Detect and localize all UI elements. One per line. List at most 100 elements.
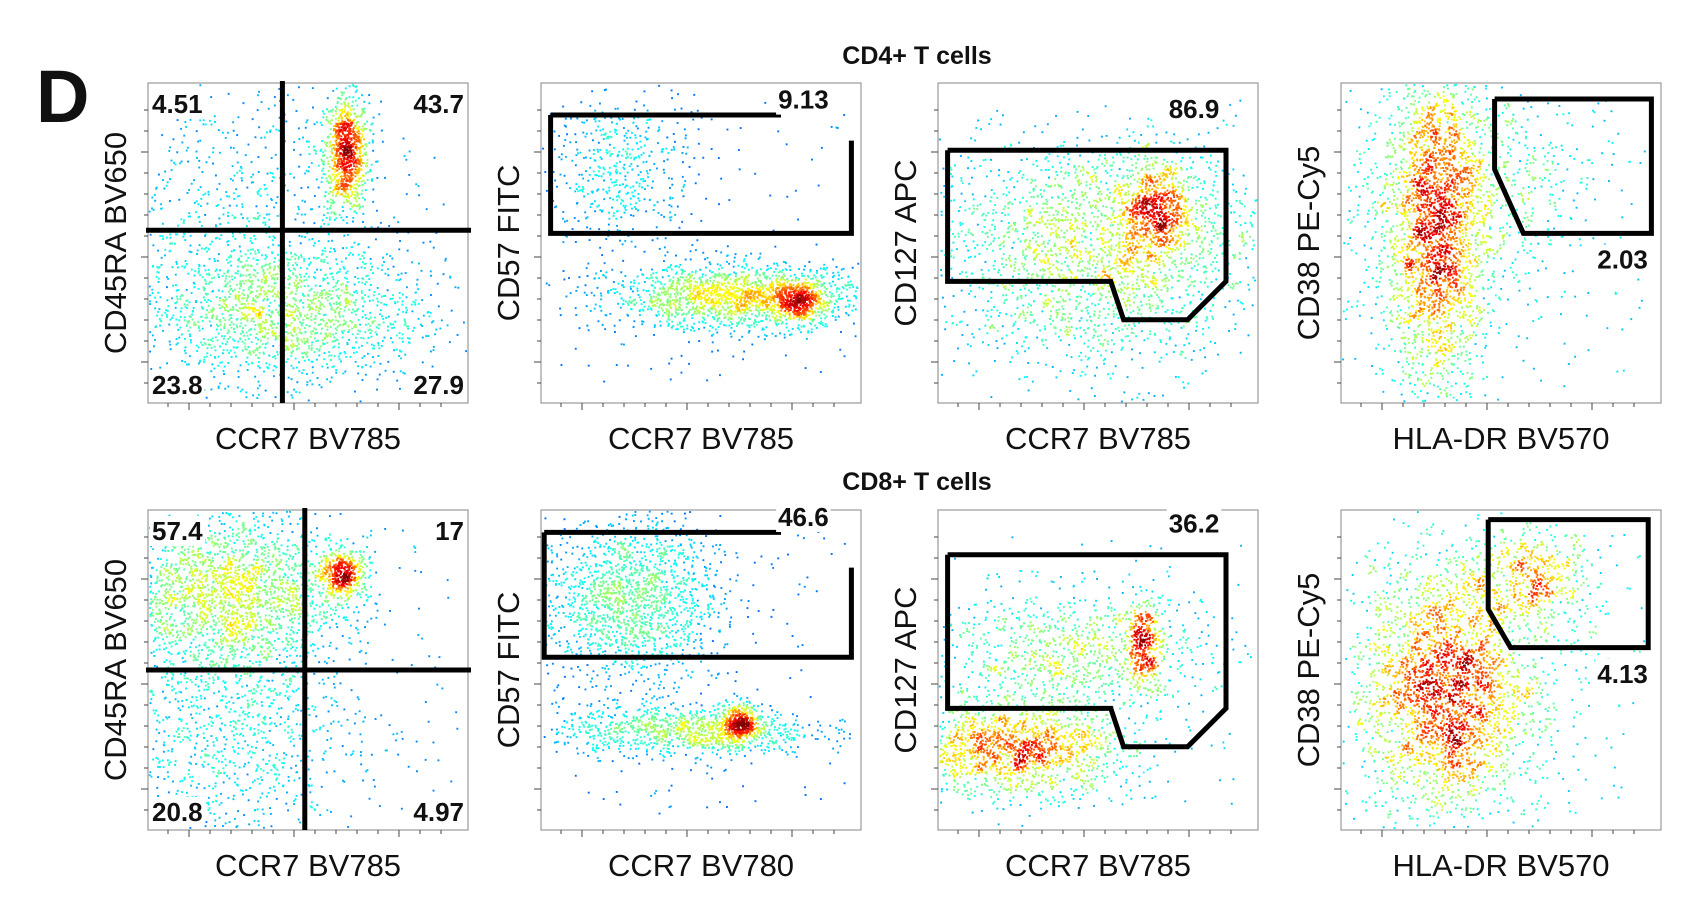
cell-event: [355, 290, 357, 292]
cell-event: [268, 213, 270, 215]
cell-event: [230, 293, 232, 295]
cell-event: [377, 378, 379, 380]
cell-event: [274, 365, 276, 367]
cell-event: [268, 305, 270, 307]
cell-event: [234, 277, 236, 279]
cell-event: [257, 259, 259, 261]
cell-event: [372, 150, 374, 152]
cell-event: [332, 90, 334, 92]
cell-event: [380, 363, 382, 365]
cell-event: [418, 194, 420, 196]
cell-event: [302, 302, 304, 304]
cell-event: [366, 121, 368, 123]
cell-event: [298, 370, 300, 372]
cell-event: [342, 337, 344, 339]
cell-event: [204, 299, 206, 301]
cell-event: [291, 394, 293, 396]
cell-event: [213, 376, 215, 378]
cell-event: [401, 351, 403, 353]
cell-event: [294, 269, 296, 271]
cell-event: [402, 341, 404, 343]
cell-event: [199, 265, 201, 267]
row-title-cd8: CD8+ T cells: [842, 468, 991, 496]
cell-event: [321, 140, 323, 142]
cell-event: [268, 219, 270, 221]
cell-event: [199, 84, 201, 86]
cell-event: [331, 355, 333, 357]
cell-event: [396, 349, 398, 351]
cell-event: [362, 197, 364, 199]
cell-event: [240, 255, 242, 257]
cell-event: [359, 206, 361, 208]
cell-event: [233, 217, 235, 219]
cell-event: [434, 157, 436, 159]
cell-event: [443, 204, 445, 206]
cell-event: [298, 166, 300, 168]
cell-event: [331, 272, 333, 274]
cell-event: [449, 341, 451, 343]
cell-event: [339, 358, 341, 360]
cell-event: [257, 218, 259, 220]
cell-event: [373, 133, 375, 135]
cell-event: [213, 277, 215, 279]
cell-event: [358, 347, 360, 349]
cell-event: [237, 273, 239, 275]
cell-event: [224, 280, 226, 282]
cell-event: [194, 270, 196, 272]
cell-event: [352, 101, 354, 103]
cell-event: [301, 256, 303, 258]
cell-event: [352, 333, 354, 335]
cell-event: [451, 310, 453, 312]
cell-event: [223, 370, 225, 372]
cell-event: [358, 243, 360, 245]
cell-event: [166, 286, 168, 288]
cell-event: [393, 327, 395, 329]
cell-event: [259, 215, 261, 217]
cell-event: [375, 331, 377, 333]
cell-event: [426, 208, 428, 210]
cell-event: [207, 339, 209, 341]
cell-event: [227, 282, 229, 284]
cell-event: [372, 140, 374, 142]
cell-event: [268, 314, 270, 316]
cell-event: [196, 151, 198, 153]
cell-event: [367, 179, 369, 181]
cell-event: [250, 176, 252, 178]
cell-event: [222, 275, 224, 277]
cell-event: [203, 296, 205, 298]
cell-event: [190, 316, 192, 318]
cell-event: [159, 235, 161, 237]
cell-event: [274, 105, 276, 107]
cell-event: [235, 304, 237, 306]
cell-event: [327, 262, 329, 264]
cell-event: [248, 220, 250, 222]
cell-event: [404, 321, 406, 323]
cell-event: [194, 283, 196, 285]
cell-event: [234, 340, 236, 342]
cell-event: [417, 288, 419, 290]
cell-event: [332, 276, 334, 278]
cell-event: [411, 304, 413, 306]
cell-event: [194, 286, 196, 288]
cell-event: [429, 241, 431, 243]
cell-event: [398, 279, 400, 281]
cell-event: [356, 351, 358, 353]
cell-event: [344, 277, 346, 279]
cell-event: [242, 341, 244, 343]
cell-event: [295, 358, 297, 360]
cell-event: [340, 98, 342, 100]
cell-event: [238, 116, 240, 118]
cell-event: [326, 277, 328, 279]
cell-event: [342, 315, 344, 317]
cell-event: [211, 241, 213, 243]
cell-event: [277, 196, 279, 198]
cell-event: [315, 285, 317, 287]
cell-event: [247, 335, 249, 337]
cell-event: [345, 258, 347, 260]
cell-event: [267, 367, 269, 369]
cell-event: [243, 289, 245, 291]
cell-event: [364, 331, 366, 333]
cell-event: [313, 276, 315, 278]
cell-event: [365, 324, 367, 326]
cell-event: [388, 225, 390, 227]
